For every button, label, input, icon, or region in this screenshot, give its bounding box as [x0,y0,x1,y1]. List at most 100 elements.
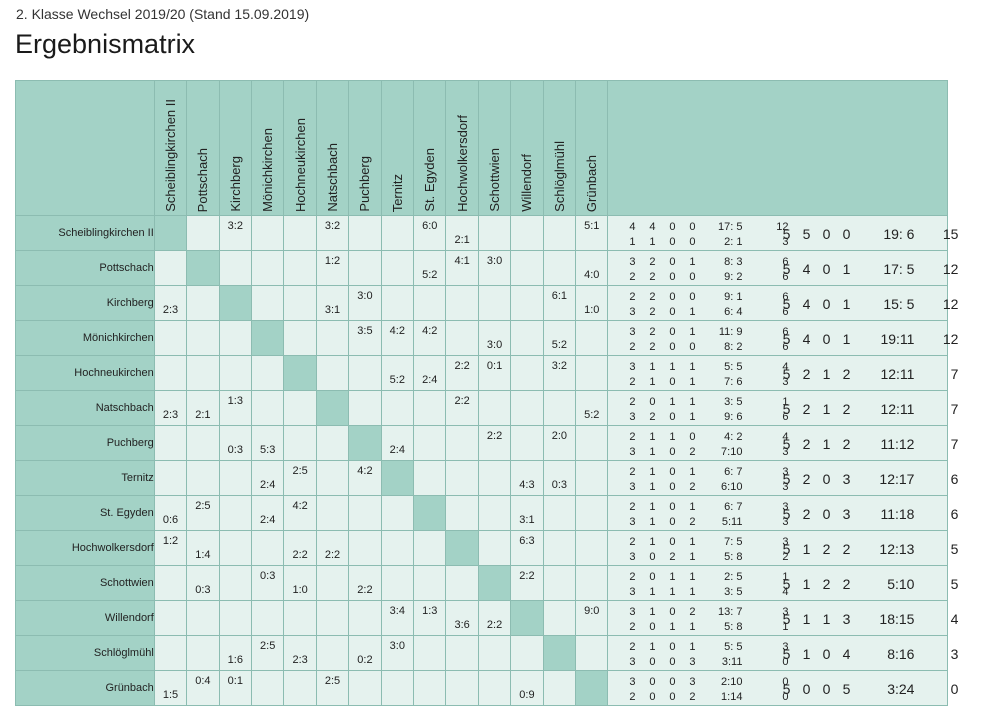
team-name: Mönichkirchen [15,320,155,356]
home-result: 0:1 [486,360,503,372]
result-cell: 3:1 [510,495,544,531]
stats-header [607,80,948,216]
home-stat-value: 3 [629,606,636,618]
stats-cell: 2 0 1 1 2: 5 1 3 1 1 1 3: 5 4 5 1 2 2 5:10 5 [607,565,958,601]
column-header: Grünbach [575,80,609,216]
total-stat-value: 2 [802,401,811,417]
result-cell [510,390,544,426]
total-stat-value: 12 [942,296,959,312]
away-stat-value: 0 [782,691,789,703]
away-stats-line: 2 1 0 1 7: 6 3 [622,376,788,388]
total-stat-value: 12:11 [880,401,915,417]
team-name: Hochneukirchen [15,355,155,391]
result-cell [542,250,577,286]
result-cell: 3:1 [315,285,350,321]
result-cell: 5:2 [542,320,577,356]
home-stats-line: 2 1 0 1 5: 5 3 [622,641,788,653]
result-cell [413,635,447,671]
result-cell [283,600,317,636]
total-stats: 5 2 1 2 11:12 7 [776,436,959,452]
diagonal-cell [348,425,382,461]
home-result: 0:4 [195,675,211,687]
total-stat-value: 1 [802,541,811,557]
result-cell [380,285,415,321]
away-stat-value: 1 [649,481,656,493]
result-cell: 1:3 [218,390,253,426]
away-stats-line: 3 1 0 2 6:10 3 [622,481,788,493]
total-stats: 5 2 1 2 12:11 7 [776,401,959,417]
total-stat-value: 19:11 [880,331,915,347]
home-result: 3:0 [389,640,405,652]
column-header: Scheiblingkirchen II [153,80,188,216]
team-name: Hochwolkersdorf [15,530,155,566]
home-result: 3:2 [324,220,341,232]
away-result: 1:6 [227,654,243,666]
result-cell: 2:1 [445,215,479,251]
total-stat-value: 3:24 [887,681,915,697]
home-stat-value: 17: 5 [718,221,743,233]
result-cell [218,530,253,566]
home-stat-value: 2 [649,256,656,268]
total-stat-value: 0 [822,226,831,242]
home-stat-value: 3 [629,256,636,268]
result-cell: 2:4 [250,460,285,496]
result-cell [315,565,350,601]
home-stats-line: 2 0 1 1 3: 5 1 [622,396,788,408]
away-stat-value: 0 [689,236,696,248]
result-cell: 1:2 [315,250,350,286]
away-result: 0:9 [519,689,535,701]
table-row: St. Egyden 0:6 2:5 2:4 4:2 3:1 2 1 0 1 6: 7 3 3 1 0 2 5:… [15,495,958,531]
stats-cell: 3 2 0 1 8: 3 6 2 2 0 0 9: 2 6 5 4 0 1 17: 5 12 [607,250,958,286]
total-stats: 5 2 1 2 12:11 7 [776,366,959,382]
away-result: 5:2 [389,374,405,386]
home-result: 2:5 [260,640,276,652]
result-cell [283,320,317,356]
column-header: Mönichkirchen [250,80,285,216]
total-stat-value: 5 [842,681,851,697]
diagonal-cell [413,495,447,531]
result-cell [510,285,544,321]
result-cell: 2:4 [250,495,285,531]
result-cell [283,670,317,706]
stats-cell: 2 1 1 0 4: 2 4 3 1 0 2 7:10 3 5 2 1 2 11:12 7 [607,425,958,461]
result-cell: 2:0 [542,425,577,461]
column-header: Kirchberg [218,80,253,216]
home-stat-value: 1 [669,361,676,373]
away-stat-value: 1 [782,621,789,633]
total-stat-value: 2 [842,366,851,382]
home-stat-value: 2 [629,291,636,303]
away-result: 0:2 [357,654,373,666]
home-stat-value: 1 [689,466,696,478]
total-stat-value: 5 [802,226,811,242]
total-stat-value: 5 [782,261,791,277]
total-stat-value: 0 [822,471,831,487]
total-stat-value: 5 [782,226,791,242]
total-stat-value: 5 [782,436,791,452]
result-cell: 0:1 [477,355,512,391]
away-stat-value: 1 [689,551,696,563]
total-stats: 5 1 0 4 8:16 3 [776,646,959,662]
result-cell [348,355,382,391]
team-name: Willendorf [15,600,155,636]
away-stat-value: 3 [782,481,789,493]
away-stat-value: 0 [689,341,696,353]
away-stat-value: 3: 5 [724,586,743,598]
away-stat-value: 3 [629,446,636,458]
away-stat-value: 1 [669,621,676,633]
result-cell: 3:2 [218,215,253,251]
home-stat-value: 8: 3 [724,256,743,268]
away-stat-value: 1 [629,236,636,248]
page-title: Ergebnismatrix [15,29,196,59]
result-cell: 5:2 [413,250,447,286]
away-result: 2:2 [324,549,341,561]
away-stat-value: 6 [782,306,789,318]
home-stat-value: 1 [649,466,656,478]
total-stat-value: 1 [822,436,831,452]
team-name: Schottwien [15,565,155,601]
result-cell [348,530,382,566]
home-stat-value: 4: 2 [724,431,743,443]
home-stat-value: 5: 5 [724,641,743,653]
away-stat-value: 0 [669,271,676,283]
home-result: 3:2 [227,220,243,232]
column-header: Schlöglmühl [542,80,577,216]
